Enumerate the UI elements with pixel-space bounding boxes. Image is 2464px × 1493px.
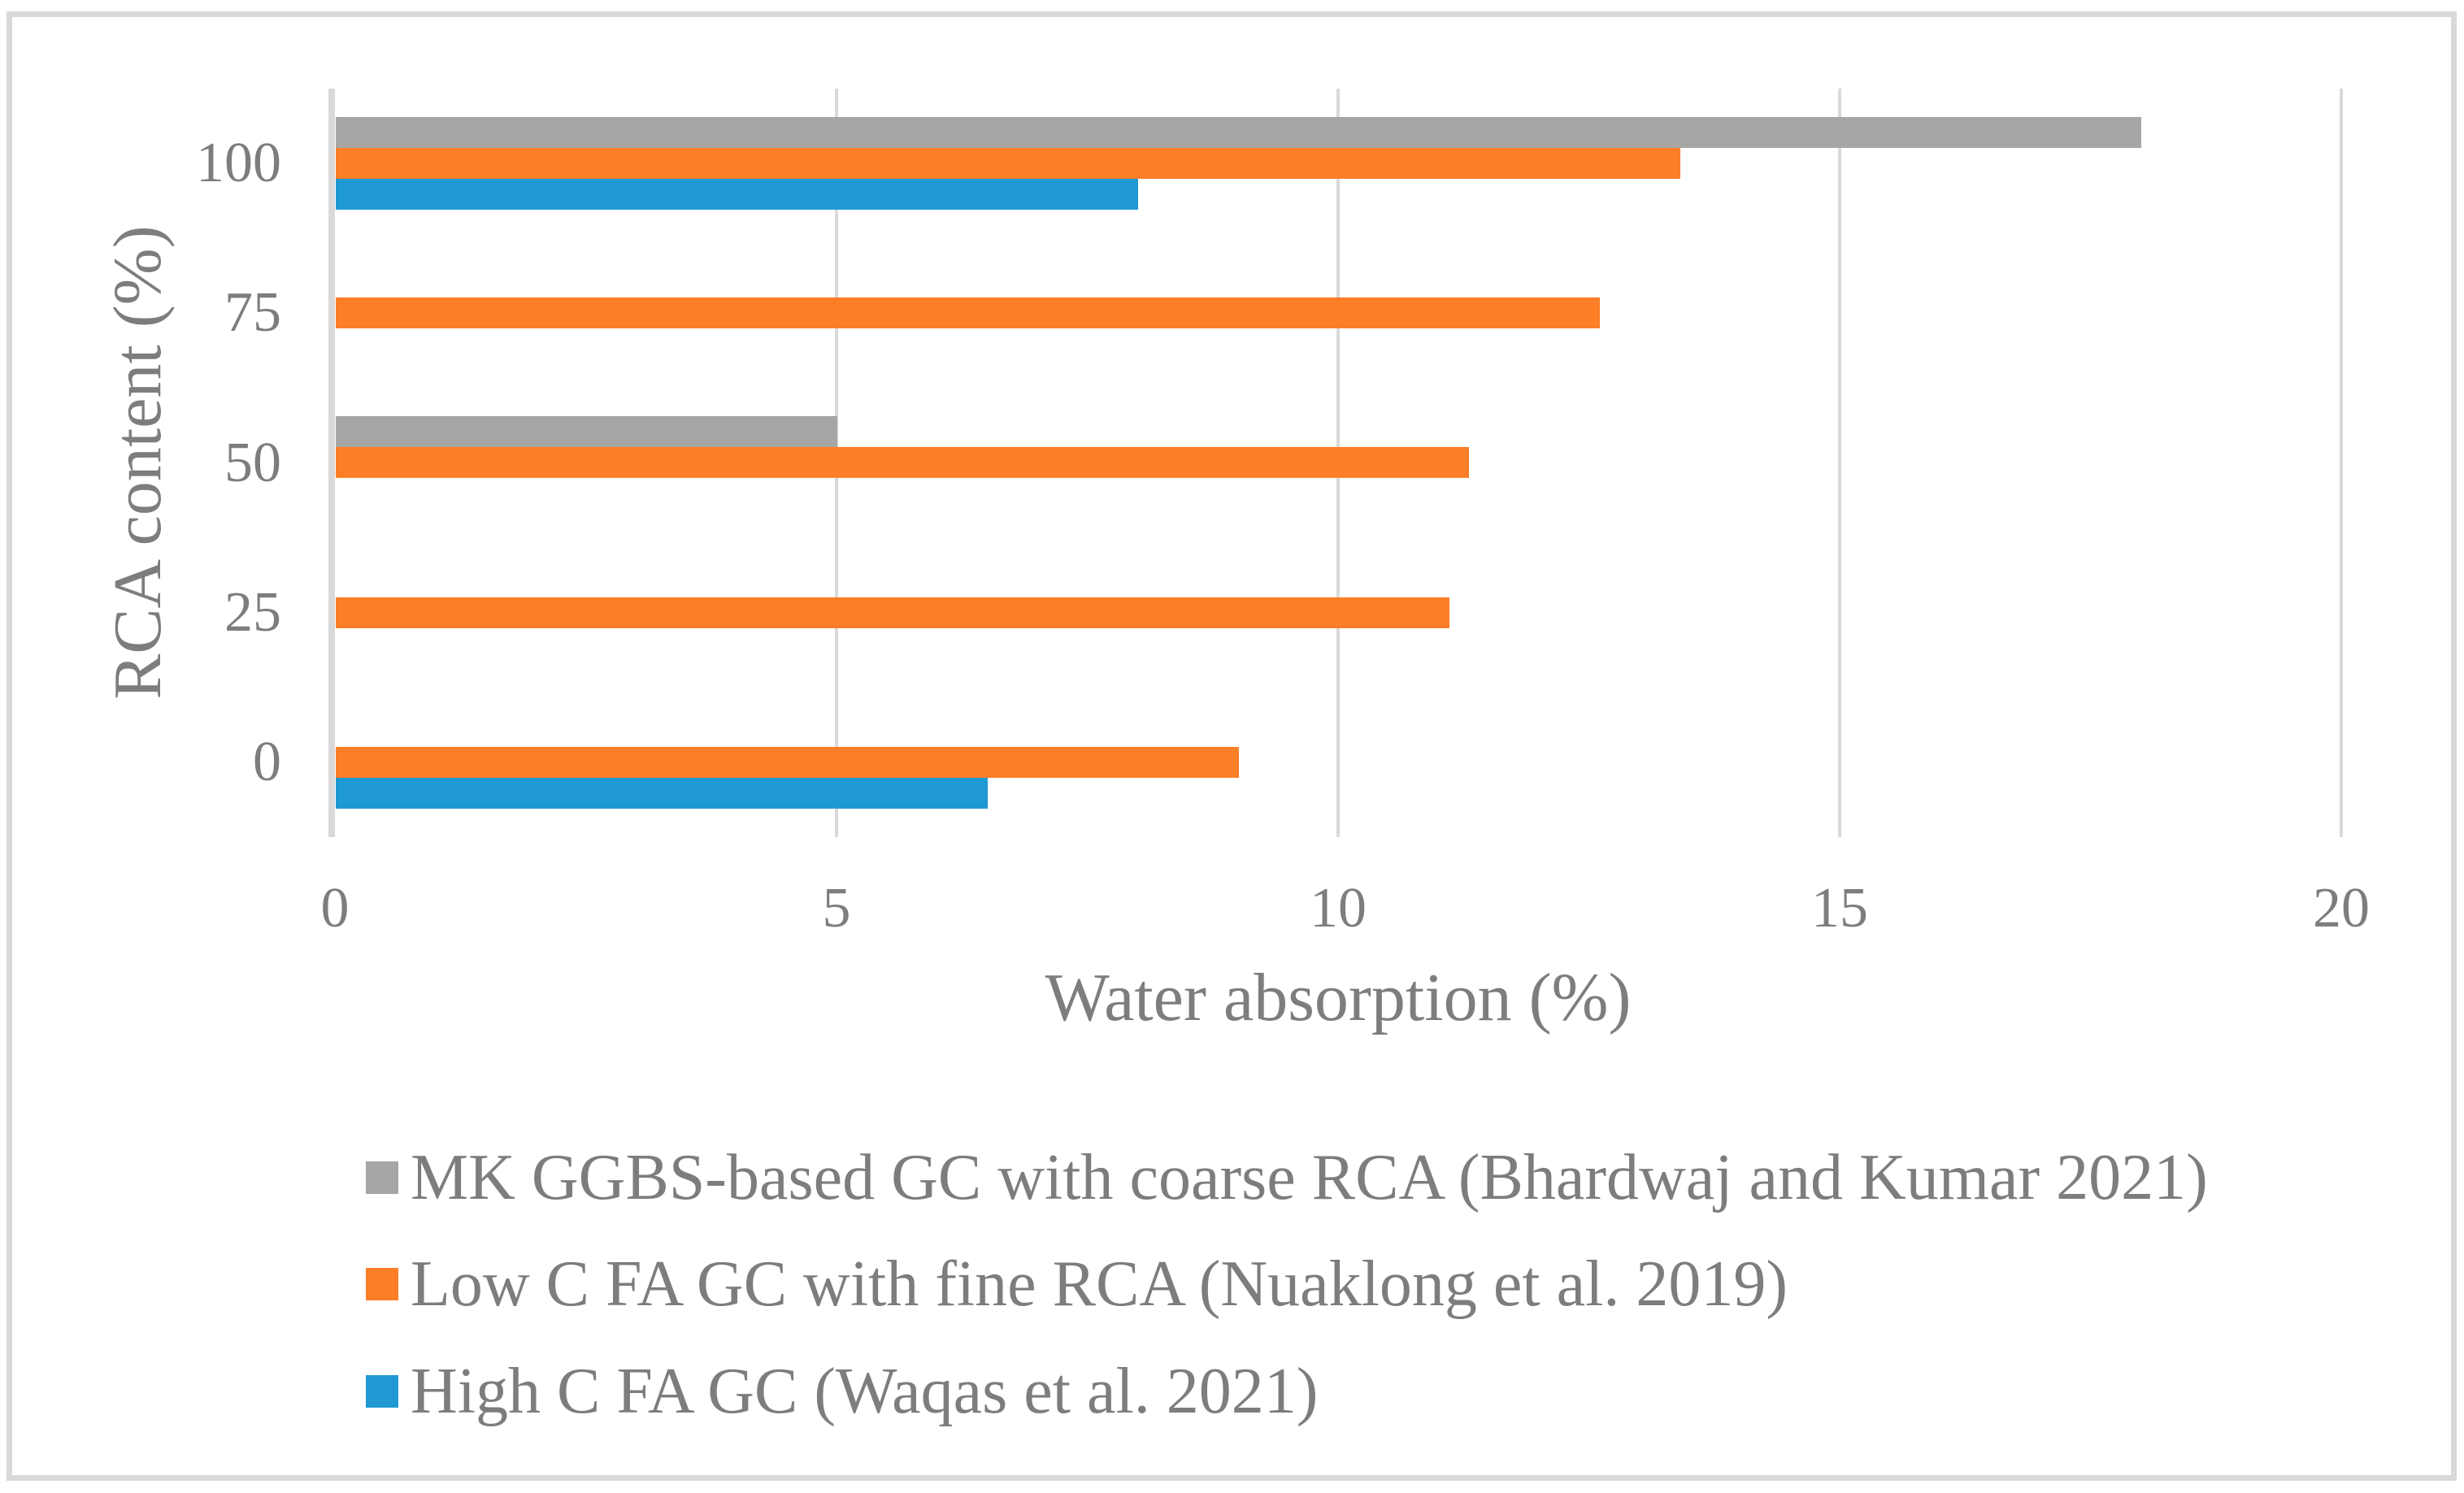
y-axis-line	[328, 89, 335, 837]
x-axis-title: Water absorption (%)	[1045, 960, 1632, 1035]
gridline-x-20	[2340, 89, 2343, 837]
x-tick-label-10: 10	[1310, 877, 1367, 940]
x-tick-label-15: 15	[1811, 877, 1868, 940]
y-tick-label-50: 50	[224, 431, 281, 494]
legend-label: High C FA GC (Waqas et al. 2021)	[411, 1355, 1319, 1427]
x-tick-label-20: 20	[2313, 877, 2370, 940]
legend-item-1: MK GGBS-based GC with coarse RCA (Bhardw…	[366, 1137, 2208, 1218]
bar-series2-cat-0	[336, 746, 1239, 778]
bar-series3-cat-100	[336, 179, 1139, 210]
figure-border	[7, 11, 2457, 1481]
legend-swatch-icon	[366, 1161, 398, 1194]
bar-series2-cat-50	[336, 447, 1470, 479]
legend-item-3: High C FA GC (Waqas et al. 2021)	[366, 1351, 1318, 1432]
x-tick-label-0: 0	[320, 877, 350, 940]
legend-label: Low C FA GC with fine RCA (Nuaklong et a…	[411, 1248, 1788, 1320]
y-tick-label-0: 0	[253, 730, 281, 793]
x-tick-label-5: 5	[822, 877, 851, 940]
y-axis-title: RCA content (%)	[100, 225, 176, 700]
legend-swatch-icon	[366, 1268, 398, 1300]
bar-series2-cat-75	[336, 297, 1600, 329]
bar-series2-cat-25	[336, 597, 1449, 628]
bar-series1-cat-100	[336, 117, 2142, 148]
bar-series2-cat-100	[336, 148, 1680, 179]
gridline-x-15	[1838, 89, 1841, 837]
bar-series1-cat-50	[336, 416, 837, 448]
y-tick-label-100: 100	[196, 132, 281, 195]
y-tick-label-75: 75	[224, 281, 281, 345]
legend-label: MK GGBS-based GC with coarse RCA (Bhardw…	[411, 1141, 2208, 1213]
y-tick-label-25: 25	[224, 580, 281, 644]
bar-series3-cat-0	[336, 777, 989, 809]
plot-area	[335, 89, 2343, 837]
legend-item-2: Low C FA GC with fine RCA (Nuaklong et a…	[366, 1243, 1788, 1325]
legend-swatch-icon	[366, 1375, 398, 1408]
